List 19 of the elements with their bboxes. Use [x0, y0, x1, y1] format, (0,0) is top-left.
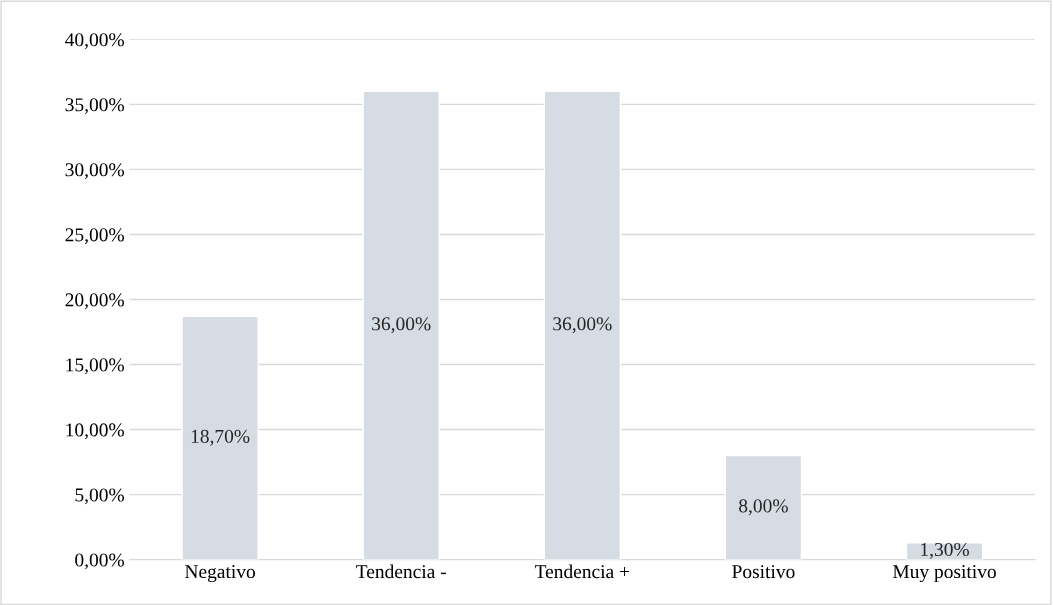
- y-tick-label: 30,00%: [65, 163, 124, 180]
- y-tick-label: 5,00%: [75, 488, 124, 505]
- data-label: 1,30%: [921, 542, 969, 559]
- x-tick-label: Muy positivo: [892, 565, 996, 583]
- y-tick-label: 35,00%: [65, 98, 124, 115]
- data-label: 8,00%: [739, 499, 788, 516]
- data-label: 36,00%: [372, 317, 431, 334]
- y-tick-label: 0,00%: [75, 553, 124, 570]
- x-tick-label: Tendencia +: [534, 564, 630, 579]
- y-tick-label: 10,00%: [66, 423, 124, 440]
- x-tick-label: Positivo: [732, 565, 795, 579]
- data-label: 18,70%: [191, 429, 250, 446]
- y-tick-label: 15,00%: [66, 358, 124, 375]
- y-tick-label: 20,00%: [65, 293, 124, 310]
- data-label: 36,00%: [553, 317, 612, 334]
- x-tick-label: Negativo: [185, 565, 255, 583]
- y-tick-label: 40,00%: [65, 33, 124, 50]
- y-tick-label: 25,00%: [65, 228, 124, 245]
- x-tick-label: Tendencia -: [356, 564, 446, 579]
